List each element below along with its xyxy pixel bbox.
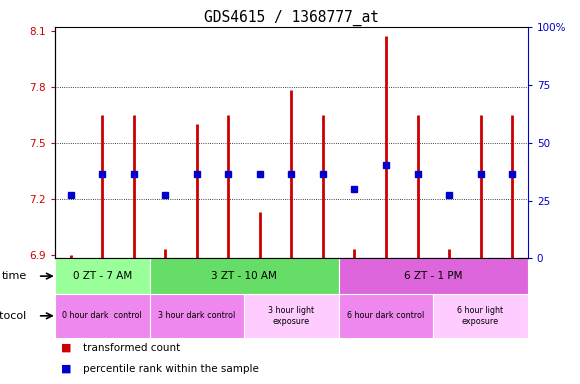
Text: transformed count: transformed count [83, 343, 180, 353]
Text: 6 ZT - 1 PM: 6 ZT - 1 PM [404, 271, 462, 281]
Text: 0 hour dark  control: 0 hour dark control [63, 311, 142, 320]
Title: GDS4615 / 1368777_at: GDS4615 / 1368777_at [204, 9, 379, 25]
Bar [55, 294, 150, 338]
Text: 6 hour dark control: 6 hour dark control [347, 311, 425, 320]
Text: 6 hour light
exposure: 6 hour light exposure [458, 306, 503, 326]
Bar [55, 258, 150, 294]
Bar [150, 294, 244, 338]
Text: ■: ■ [61, 343, 71, 353]
Bar [150, 258, 339, 294]
Bar [433, 294, 528, 338]
Text: 3 hour dark control: 3 hour dark control [158, 311, 235, 320]
Text: percentile rank within the sample: percentile rank within the sample [83, 364, 259, 374]
Bar [339, 258, 528, 294]
Text: ■: ■ [61, 364, 71, 374]
Text: 3 ZT - 10 AM: 3 ZT - 10 AM [211, 271, 277, 281]
Bar [244, 294, 339, 338]
Bar [339, 294, 433, 338]
Text: time: time [2, 271, 27, 281]
Text: protocol: protocol [0, 311, 27, 321]
Text: 3 hour light
exposure: 3 hour light exposure [269, 306, 314, 326]
Text: 0 ZT - 7 AM: 0 ZT - 7 AM [72, 271, 132, 281]
